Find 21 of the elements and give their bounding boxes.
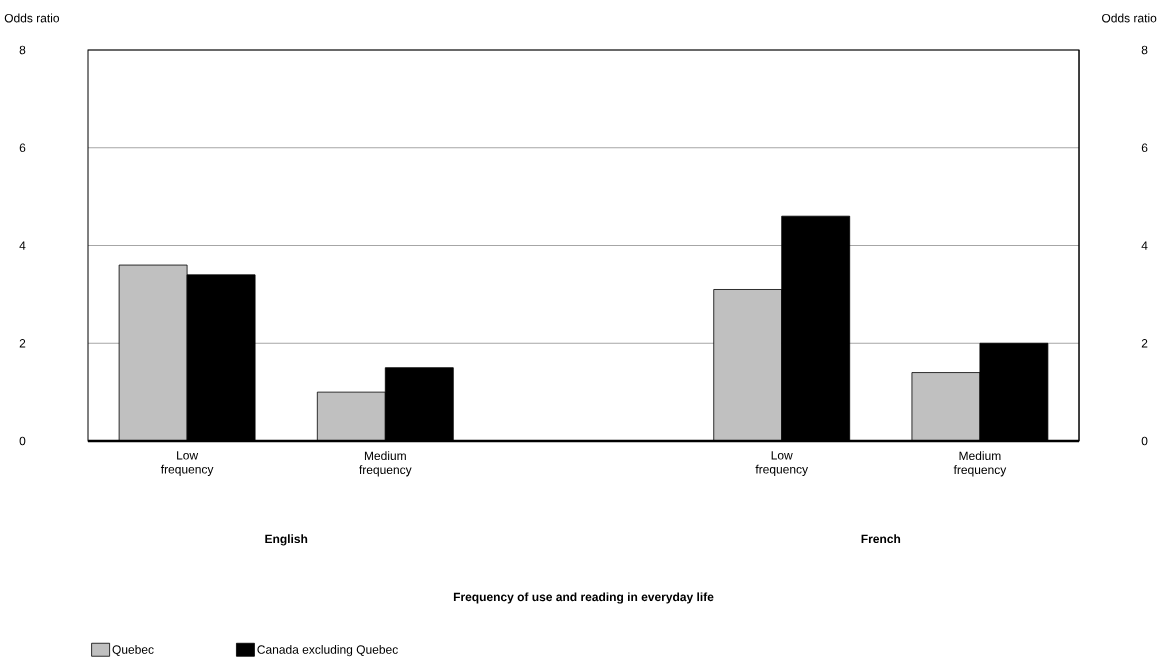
y-axis-title: Odds ratio (4, 13, 60, 23)
y-tick-label: 8 (19, 45, 26, 55)
legend-label: Quebec (112, 645, 154, 656)
legend-label: Canada excluding Quebec (257, 645, 398, 657)
text: English (265, 534, 308, 546)
text: French (861, 534, 901, 544)
x-tick-label: Low frequency (160, 451, 214, 476)
y2-axis-title: Odds ratio (1102, 13, 1157, 23)
y2-tick-label: 8 (1141, 45, 1148, 55)
y2-tick-label: 2 (1141, 339, 1148, 348)
x-tick-label: Low frequency (755, 451, 809, 476)
x-tick-label: Medium frequency (359, 451, 412, 477)
y-tick-label: 6 (19, 143, 26, 152)
text: Frequency of use and reading in everyday life (453, 592, 714, 604)
y2-tick-label: 4 (1141, 241, 1148, 250)
y2-tick-label: 0 (1141, 436, 1148, 446)
y2-tick-label: 6 (1141, 143, 1148, 152)
y-tick-label: 4 (19, 241, 26, 250)
y-tick-label: 0 (19, 436, 26, 446)
x-tick-label: Medium frequency (953, 451, 1007, 477)
y-tick-label: 2 (19, 339, 26, 348)
